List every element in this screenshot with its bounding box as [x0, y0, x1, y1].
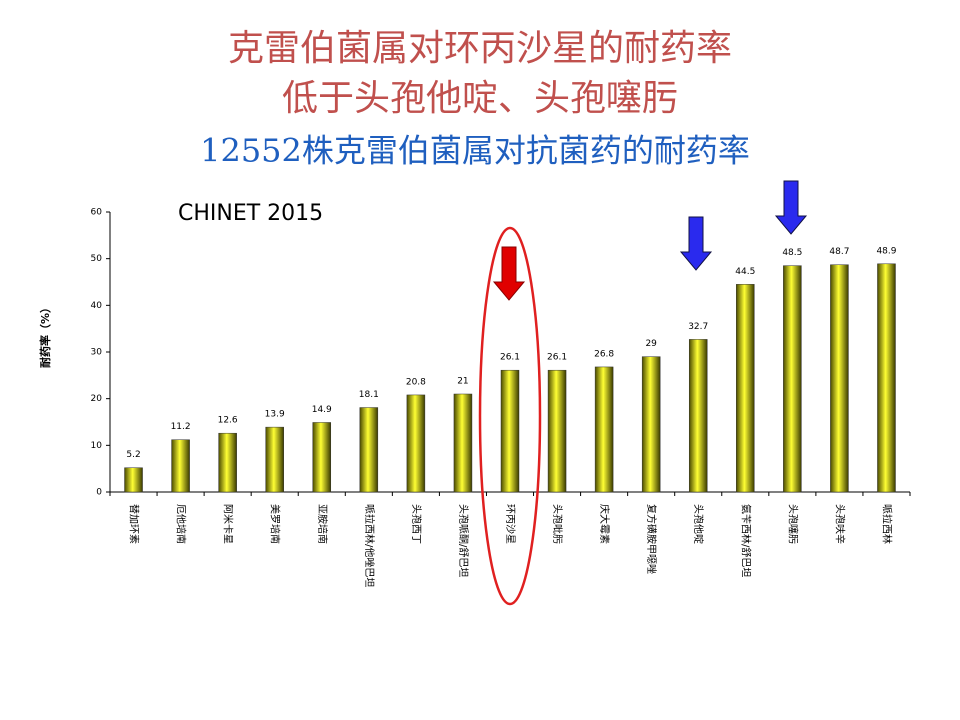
bar: [877, 263, 896, 493]
x-tick-label: 阿米卡星: [222, 504, 235, 544]
value-label: 26.1: [547, 353, 567, 363]
value-label: 12.6: [218, 416, 238, 426]
bar: [359, 407, 379, 493]
y-axis-label: 耐药率（%）: [38, 302, 52, 368]
red-arrow: [492, 246, 526, 301]
value-label: 26.1: [500, 353, 520, 363]
value-label: 26.8: [594, 349, 614, 359]
value-label: 18.1: [359, 390, 379, 400]
bar: [171, 439, 190, 493]
value-label: 32.7: [688, 322, 708, 332]
x-tick-label: 哌拉西林: [880, 504, 893, 544]
blue-arrow: [679, 216, 713, 271]
bar: [594, 366, 614, 493]
title-line: 低于头孢他啶、头孢噻肟: [282, 78, 678, 119]
bar: [124, 467, 143, 493]
x-tick-label: 亚胺培南: [316, 504, 329, 544]
y-tick-label: 30: [91, 348, 103, 358]
bar: [265, 426, 284, 493]
value-label: 11.2: [171, 422, 191, 432]
y-tick-label: 60: [91, 208, 103, 218]
value-label: 48.9: [876, 246, 896, 256]
x-tick-label: 复方磺胺甲噁唑: [645, 504, 658, 574]
x-tick-label: 美罗培南: [269, 504, 282, 544]
x-tick-label: 头孢哌酮/舒巴坦: [457, 504, 470, 577]
value-label: 29: [645, 339, 657, 349]
y-tick-label: 20: [91, 394, 103, 404]
value-label: 14.9: [312, 405, 332, 415]
bar: [218, 432, 237, 493]
value-label: 5.2: [126, 450, 140, 460]
value-label: 48.7: [829, 247, 849, 257]
x-tick-label: 头孢呋辛: [833, 504, 846, 544]
value-label: 21: [457, 377, 468, 387]
highlight-ellipse: [478, 226, 542, 606]
y-tick-label: 10: [91, 441, 103, 451]
value-label: 13.9: [265, 410, 285, 420]
title-line: 克雷伯菌属对环丙沙星的耐药率: [228, 28, 732, 69]
bar: [830, 264, 849, 493]
value-label: 48.5: [782, 248, 802, 258]
y-tick-label: 0: [96, 488, 102, 498]
x-tick-label: 厄他培南: [175, 504, 188, 544]
bar: [312, 422, 332, 493]
x-tick-label: 替加环素: [128, 504, 141, 544]
value-label: 20.8: [406, 377, 426, 387]
x-tick-label: 头孢他啶: [692, 504, 705, 544]
subtitle: 12552株克雷伯菌属对抗菌药的耐药率: [200, 132, 750, 170]
x-tick-label: 庆大霉素: [598, 504, 611, 544]
bar: [406, 394, 426, 493]
x-tick-label: 头孢吡肟: [551, 504, 563, 544]
y-tick-label: 40: [91, 301, 103, 311]
value-label: 44.5: [735, 267, 755, 277]
x-tick-label: 氨苄西林/舒巴坦: [739, 504, 752, 577]
bar: [688, 339, 708, 493]
x-tick-label: 头孢西丁: [410, 504, 422, 544]
bar: [500, 369, 520, 493]
bar: [641, 356, 661, 493]
bar: [547, 369, 567, 493]
bar: [453, 393, 473, 493]
x-tick-label: 头孢噻肟: [786, 504, 799, 544]
bar: [736, 284, 755, 493]
blue-arrow: [774, 180, 808, 235]
x-tick-label: 哌拉西林/他唑巴坦: [363, 504, 376, 587]
bar: [783, 265, 802, 493]
y-tick-label: 50: [91, 254, 103, 264]
x-tick-label: 环丙沙星: [504, 504, 516, 544]
annotation: CHINET 2015: [178, 201, 323, 226]
